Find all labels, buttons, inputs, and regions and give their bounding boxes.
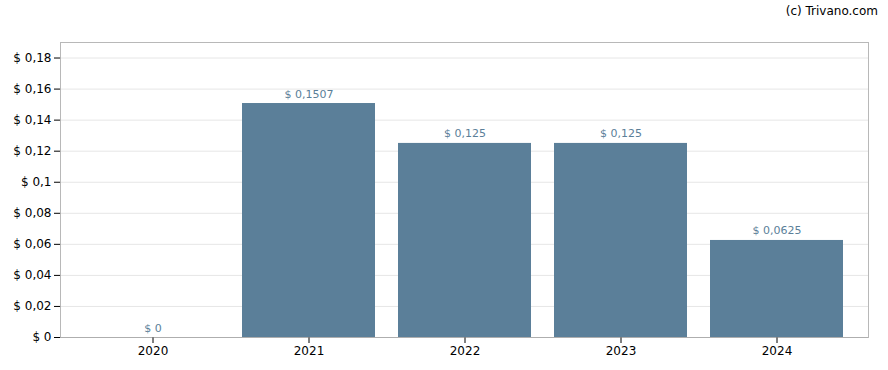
svg-text:$ 0: $ 0 <box>144 322 162 335</box>
svg-text:$ 0,02: $ 0,02 <box>13 299 51 313</box>
svg-text:$ 0,125: $ 0,125 <box>444 127 486 140</box>
svg-text:$ 0,06: $ 0,06 <box>13 237 51 251</box>
svg-text:$ 0,16: $ 0,16 <box>13 82 51 96</box>
svg-text:$ 0,125: $ 0,125 <box>600 127 642 140</box>
html-text:(c) Trivano.com: (c) Trivano.com <box>785 4 878 18</box>
svg-text:$ 0,1507: $ 0,1507 <box>285 88 334 101</box>
svg-text:$ 0: $ 0 <box>32 330 51 344</box>
svg-text:2024: 2024 <box>762 344 793 358</box>
svg-text:2020: 2020 <box>138 344 169 358</box>
svg-text:$ 0,04: $ 0,04 <box>13 268 51 282</box>
svg-text:$ 0,12: $ 0,12 <box>13 144 51 158</box>
svg-text:$ 0,08: $ 0,08 <box>13 206 51 220</box>
svg-text:$ 0,0625: $ 0,0625 <box>753 224 802 237</box>
svg-text:2021: 2021 <box>294 344 325 358</box>
svg-text:$ 0,1: $ 0,1 <box>21 175 52 189</box>
svg-text:2023: 2023 <box>606 344 637 358</box>
svg-text:$ 0,18: $ 0,18 <box>13 51 51 65</box>
svg-text:$ 0,14: $ 0,14 <box>13 113 51 127</box>
svg-text:2022: 2022 <box>450 344 481 358</box>
